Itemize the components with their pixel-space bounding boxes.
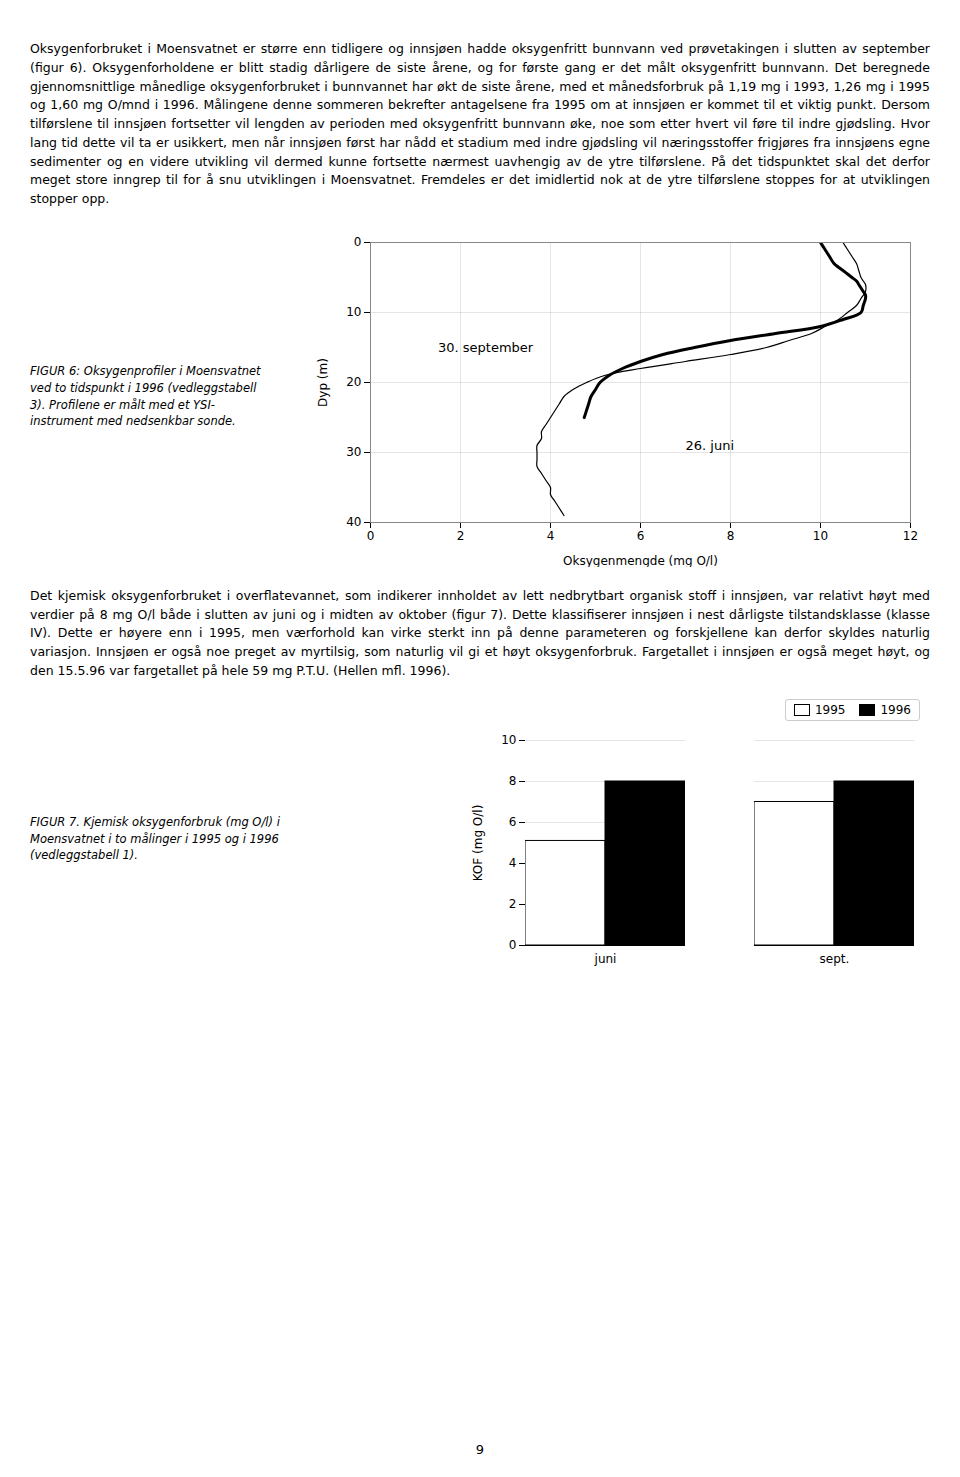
svg-text:Dyp (m): Dyp (m) bbox=[316, 358, 330, 407]
svg-text:40: 40 bbox=[346, 515, 361, 529]
html-text:1996: 1996 bbox=[880, 702, 911, 717]
svg-text:4: 4 bbox=[547, 529, 555, 543]
svg-text:sept.: sept. bbox=[820, 952, 850, 966]
svg-text:8: 8 bbox=[727, 529, 735, 543]
svg-text:6: 6 bbox=[509, 815, 517, 829]
svg-text:26. juni: 26. juni bbox=[686, 437, 735, 452]
svg-text:2: 2 bbox=[457, 529, 465, 543]
html-text:Oksygenforbruket i Moensvatnet: Oksygenforbruket i Moensvatnet er større… bbox=[30, 41, 930, 206]
svg-text:30: 30 bbox=[346, 445, 361, 459]
html-text:9: 9 bbox=[475, 1442, 485, 1457]
svg-text:10: 10 bbox=[813, 529, 828, 543]
svg-text:0: 0 bbox=[354, 235, 362, 249]
svg-text:0: 0 bbox=[367, 529, 375, 543]
svg-text:6: 6 bbox=[637, 529, 645, 543]
html-text:1995: 1995 bbox=[814, 702, 846, 717]
svg-text:10: 10 bbox=[501, 733, 516, 747]
svg-text:30. september: 30. september bbox=[438, 339, 534, 354]
svg-text:Oksygenmengde (mg O/l): Oksygenmengde (mg O/l) bbox=[563, 553, 718, 567]
svg-text:12: 12 bbox=[903, 529, 918, 543]
svg-text:20: 20 bbox=[346, 375, 361, 389]
html-text:FIGUR 7. Kjemisk oksygenforbru: FIGUR 7. Kjemisk oksygenforbruk (mg O/l)… bbox=[30, 815, 280, 863]
html-text:FIGUR 6: Oksygenprofiler i Moe: FIGUR 6: Oksygenprofiler i Moensvatnet v… bbox=[30, 364, 261, 429]
svg-text:KOF (mg O/l): KOF (mg O/l) bbox=[471, 804, 485, 881]
svg-text:10: 10 bbox=[346, 305, 361, 319]
svg-text:juni: juni bbox=[594, 952, 617, 966]
svg-text:4: 4 bbox=[509, 856, 517, 870]
svg-text:0: 0 bbox=[509, 938, 517, 952]
svg-text:8: 8 bbox=[509, 774, 517, 788]
html-text:Det kjemisk oksygenforbruket i: Det kjemisk oksygenforbruket i overflate… bbox=[30, 587, 930, 678]
svg-text:2: 2 bbox=[509, 897, 517, 911]
